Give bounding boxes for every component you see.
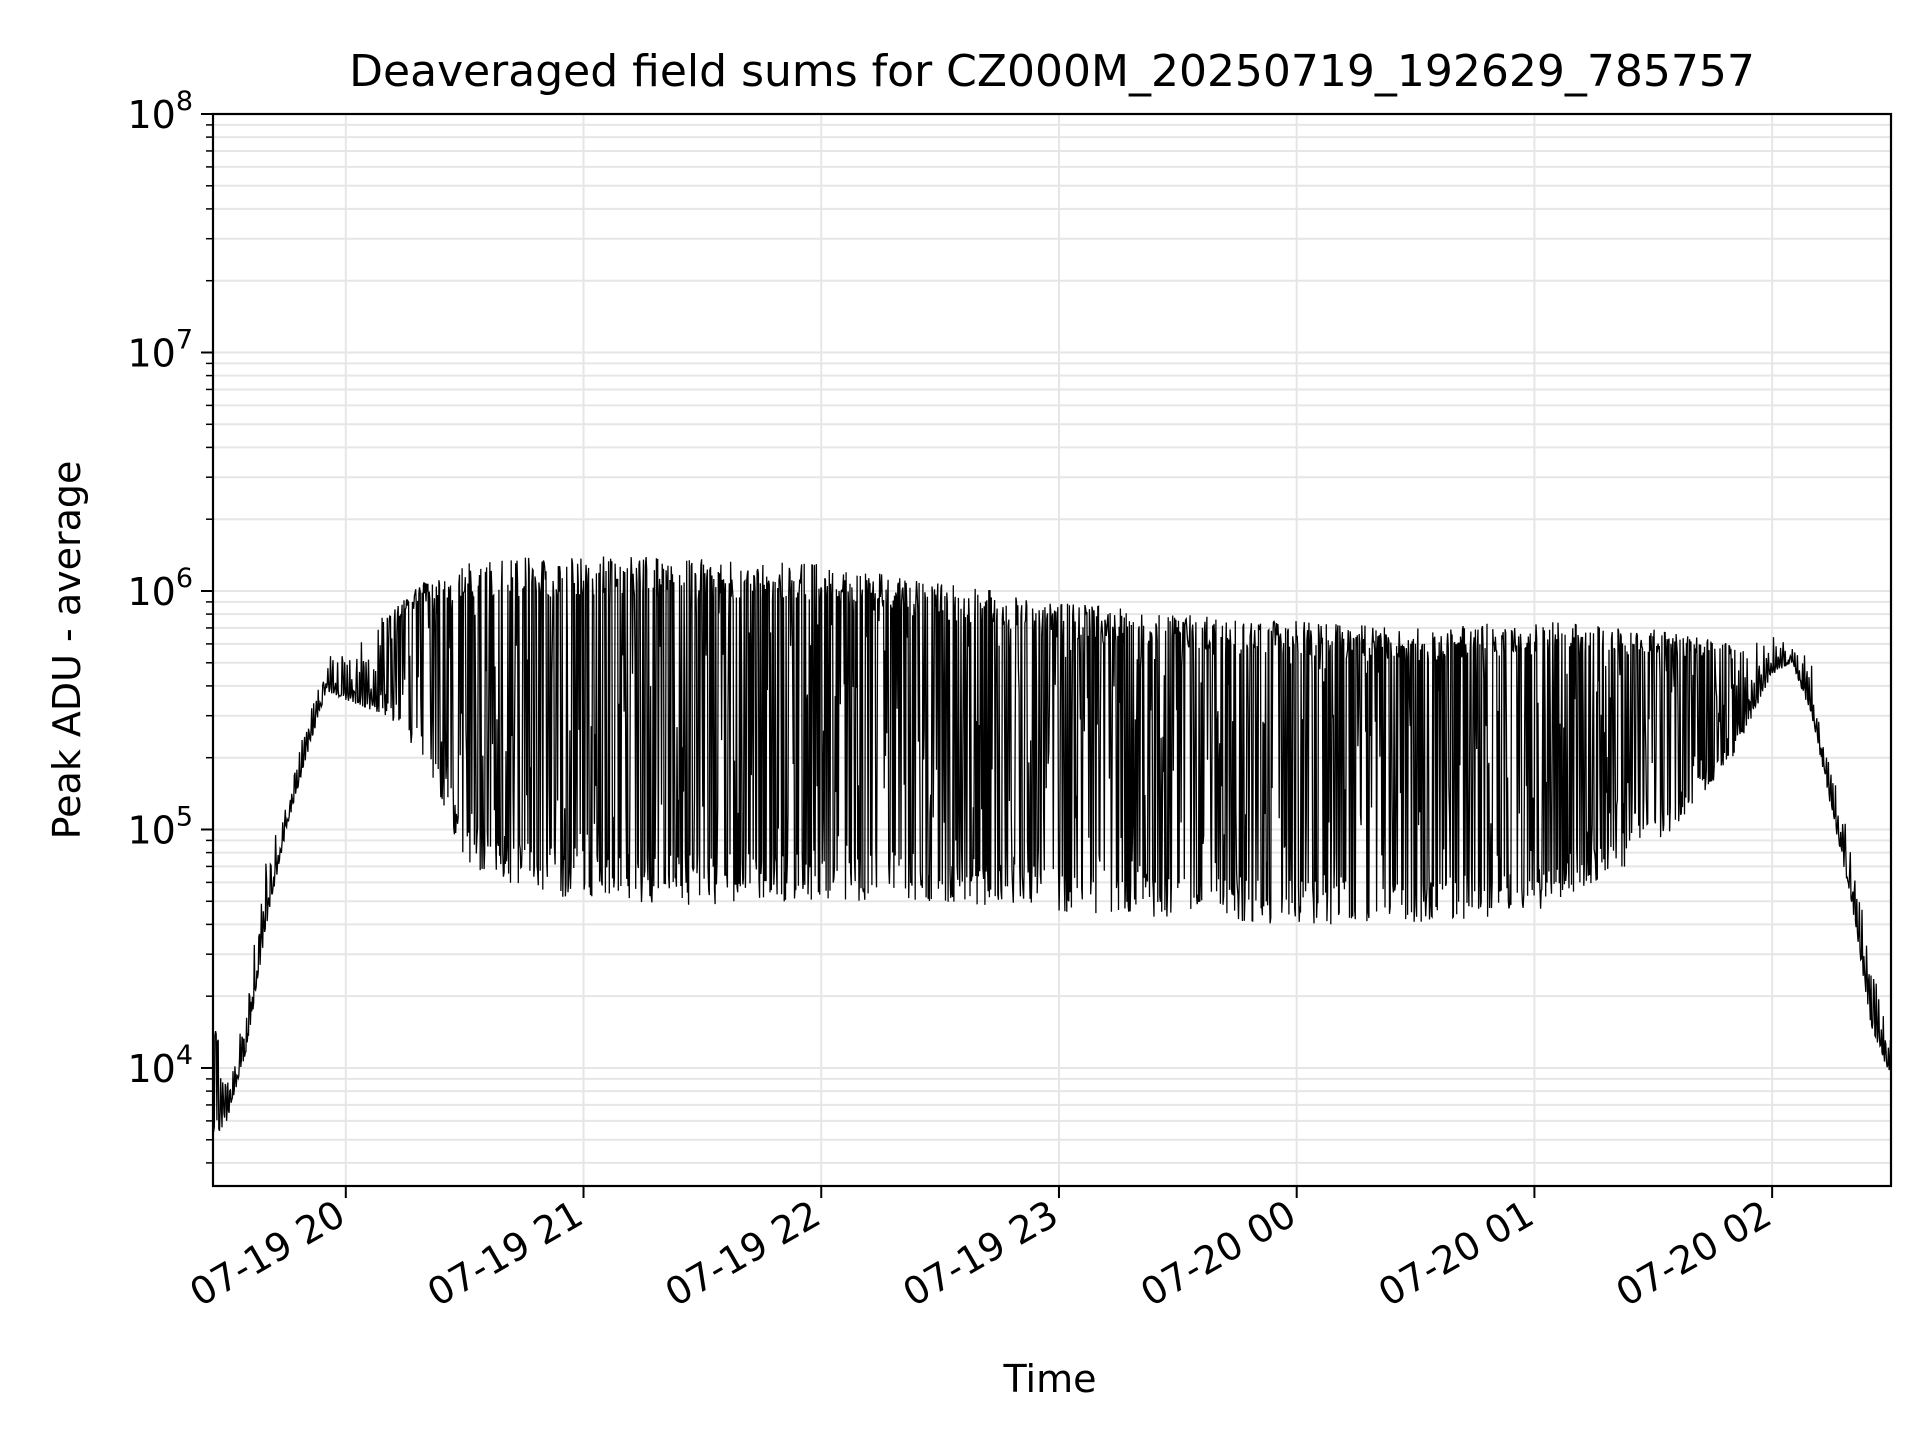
y-tick-label: 104	[127, 1040, 193, 1091]
y-axis: 104 105 106 107 108	[127, 86, 213, 1164]
y-axis-label: Peak ADU - average	[45, 461, 89, 840]
y-tick-label: 107	[127, 324, 193, 375]
y-tick-label: 106	[127, 563, 193, 614]
y-tick-label: 105	[127, 801, 193, 852]
x-axis-label: Time	[1003, 1357, 1097, 1401]
series-line-group	[212, 556, 1892, 1132]
series-line	[212, 556, 1892, 1132]
chart-title: Deaveraged field sums for CZ000M_2025071…	[349, 46, 1755, 97]
y-tick-label: 108	[127, 86, 193, 137]
plot-frame	[211, 112, 1893, 1188]
grid	[213, 113, 1891, 1186]
